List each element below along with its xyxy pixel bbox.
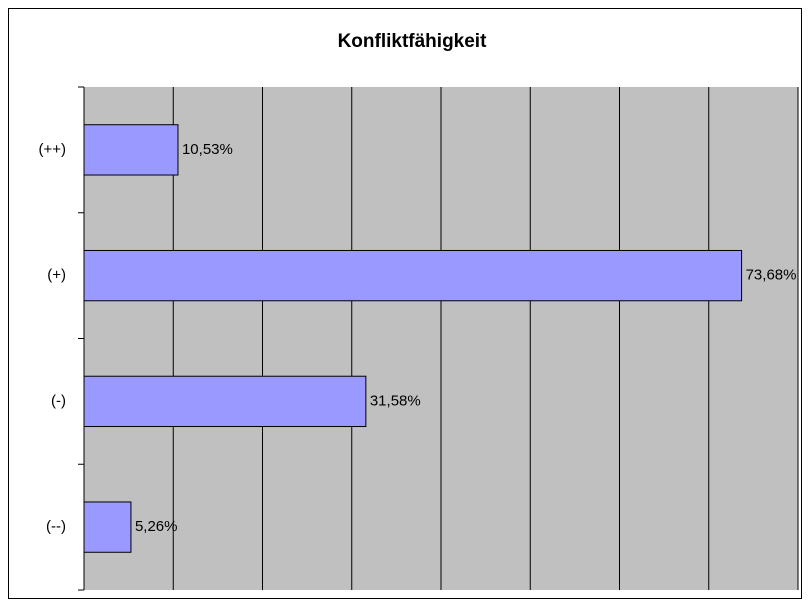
data-label: 10,53% — [182, 141, 233, 158]
y-tick-label: (--) — [46, 518, 66, 535]
bar — [83, 375, 367, 428]
y-tick-label: (-) — [51, 392, 66, 409]
y-tick-label: (++) — [38, 141, 66, 158]
bar — [83, 501, 132, 553]
y-tick-label: (+) — [47, 267, 66, 284]
data-label: 73,68% — [746, 267, 797, 284]
bar — [83, 249, 743, 302]
chart-title: Konfliktfähigkeit — [338, 31, 488, 52]
data-label: 31,58% — [370, 392, 421, 409]
data-label: 5,26% — [135, 518, 178, 535]
bar — [83, 124, 179, 176]
